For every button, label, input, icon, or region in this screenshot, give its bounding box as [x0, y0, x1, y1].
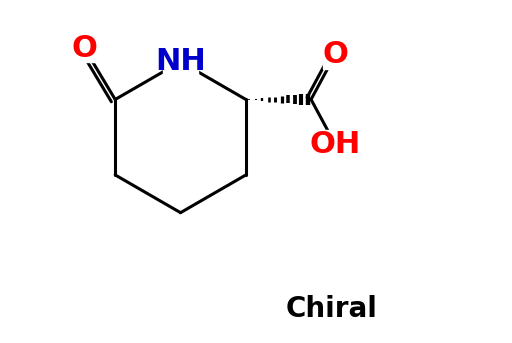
Text: Chiral: Chiral — [286, 295, 377, 323]
Bar — [163, 48, 198, 75]
Text: NH: NH — [155, 47, 206, 76]
Text: OH: OH — [309, 130, 360, 158]
Bar — [323, 41, 347, 69]
Text: O: O — [322, 40, 348, 69]
Text: O: O — [71, 34, 97, 62]
Bar — [319, 130, 351, 158]
Bar — [72, 34, 96, 62]
